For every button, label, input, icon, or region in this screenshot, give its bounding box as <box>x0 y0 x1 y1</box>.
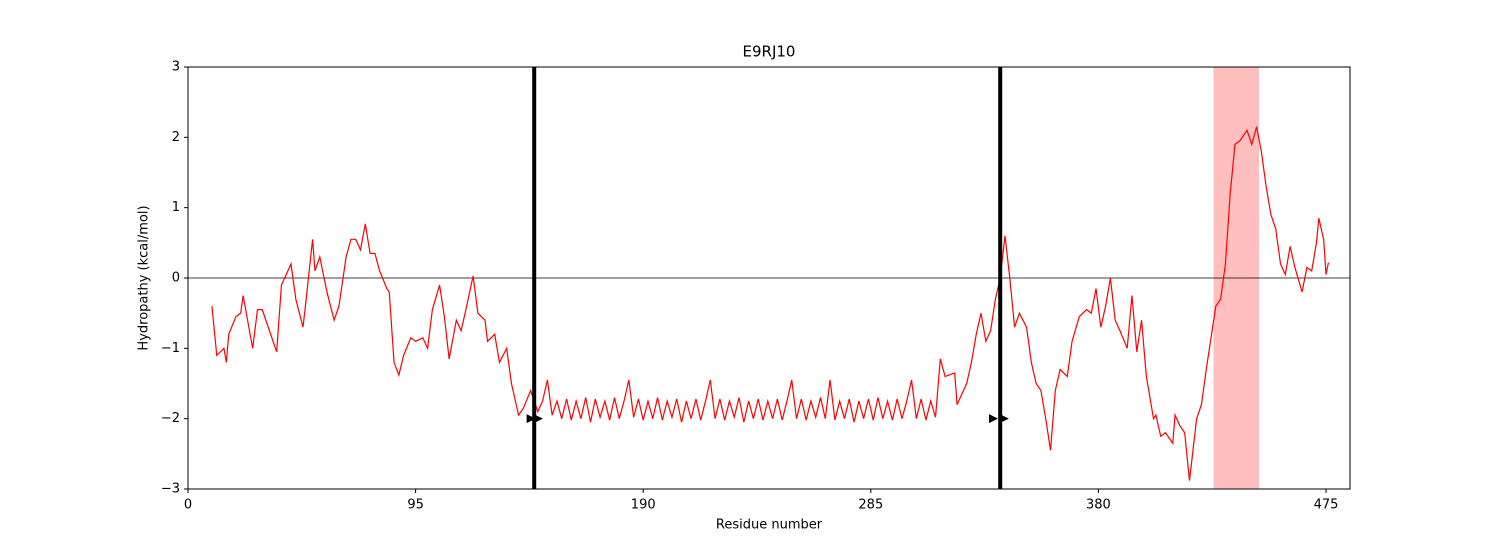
chart-title: E9RJ10 <box>743 43 796 61</box>
y-tick-label: 3 <box>172 60 180 75</box>
hydropathy-line <box>211 126 1330 481</box>
x-tick-label: 285 <box>858 498 883 513</box>
y-tick-label: 1 <box>172 200 180 215</box>
y-tick-label: −2 <box>161 411 180 426</box>
y-axis-label: Hydropathy (kcal/mol) <box>137 205 152 350</box>
x-tick-label: 95 <box>407 498 424 513</box>
x-tick-label: 380 <box>1086 498 1111 513</box>
y-tick-label: −1 <box>161 341 180 356</box>
triangle-marker <box>533 414 543 424</box>
triangle-marker <box>989 414 999 424</box>
y-tick-label: 0 <box>172 271 180 286</box>
x-tick-label: 475 <box>1314 498 1339 513</box>
triangle-marker <box>526 414 536 424</box>
triangle-marker <box>999 414 1009 424</box>
x-axis-label: Residue number <box>716 518 823 533</box>
x-tick-label: 0 <box>184 498 192 513</box>
x-tick-label: 190 <box>631 498 656 513</box>
y-tick-label: 2 <box>172 130 180 145</box>
y-tick-label: −3 <box>161 482 180 497</box>
